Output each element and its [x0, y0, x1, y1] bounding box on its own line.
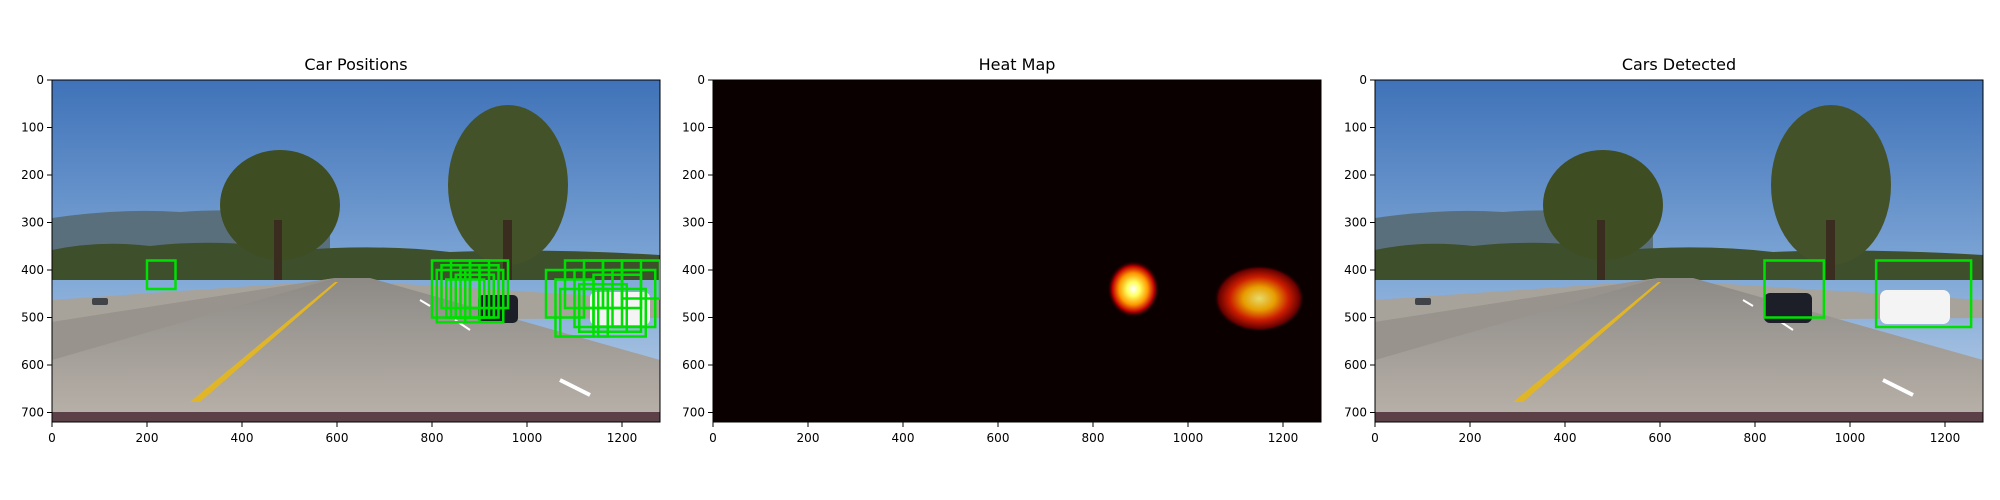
y-tick-label: 600 [21, 358, 44, 372]
y-tick-label: 600 [682, 358, 705, 372]
x-tick-label: 600 [1649, 431, 1672, 445]
y-tick-label: 500 [21, 311, 44, 325]
x-tick-label: 200 [1459, 431, 1482, 445]
x-tick-label: 1200 [1930, 431, 1961, 445]
y-axis: 0 100 200 300 400 500 600 700 [682, 73, 713, 420]
y-tick-label: 0 [1359, 73, 1367, 87]
x-tick-label: 600 [987, 431, 1010, 445]
y-tick-label: 400 [21, 263, 44, 277]
y-tick-label: 200 [21, 168, 44, 182]
detection-window [468, 259, 510, 310]
x-tick-label: 800 [1082, 431, 1105, 445]
panel-title: Heat Map [979, 55, 1056, 74]
y-tick-label: 500 [682, 311, 705, 325]
y-tick-label: 700 [21, 406, 44, 420]
detection-window [145, 259, 177, 291]
y-tick-label: 200 [682, 168, 705, 182]
panel-cars-detected: Cars Detected 0 200 400 600 800 1000 1200 0 100… [1344, 55, 1984, 445]
x-tick-label: 1000 [1835, 431, 1866, 445]
road-photo [52, 80, 660, 422]
x-tick-label: 1200 [607, 431, 638, 445]
detection-window [445, 278, 486, 319]
x-tick-label: 0 [1371, 431, 1379, 445]
y-tick-label: 0 [697, 73, 705, 87]
y-tick-label: 300 [1344, 216, 1367, 230]
y-tick-label: 200 [1344, 168, 1367, 182]
y-tick-label: 700 [1344, 406, 1367, 420]
y-tick-label: 400 [1344, 263, 1367, 277]
panel-title: Car Positions [304, 55, 407, 74]
x-axis: 0 200 400 600 800 1000 1200 [48, 422, 637, 445]
y-tick-label: 700 [682, 406, 705, 420]
detection-window [435, 268, 481, 324]
x-tick-label: 0 [48, 431, 56, 445]
x-tick-label: 1000 [512, 431, 543, 445]
y-tick-label: 600 [1344, 358, 1367, 372]
y-axis: 0 100 200 300 400 500 600 700 [1344, 73, 1375, 420]
car-box [1763, 259, 1826, 319]
car-bounding-boxes [1763, 259, 1973, 329]
y-tick-label: 300 [21, 216, 44, 230]
y-tick-label: 100 [1344, 121, 1367, 135]
detection-window [559, 287, 609, 338]
x-tick-label: 0 [709, 431, 717, 445]
x-tick-label: 400 [1554, 431, 1577, 445]
x-tick-label: 800 [421, 431, 444, 445]
x-tick-label: 400 [231, 431, 254, 445]
y-tick-label: 100 [682, 121, 705, 135]
x-tick-label: 1200 [1268, 431, 1299, 445]
y-tick-label: 0 [36, 73, 44, 87]
x-axis: 0 200 400 600 800 1000 1200 [1371, 422, 1960, 445]
panel-title: Cars Detected [1622, 55, 1736, 74]
y-tick-label: 400 [682, 263, 705, 277]
x-tick-label: 400 [892, 431, 915, 445]
detection-windows [145, 259, 660, 338]
x-tick-label: 600 [326, 431, 349, 445]
detection-window [597, 287, 647, 338]
road-photo [1375, 80, 1983, 422]
heat-region [1214, 265, 1305, 332]
y-tick-label: 300 [682, 216, 705, 230]
x-tick-label: 200 [136, 431, 159, 445]
y-axis: 0 100 200 300 400 500 600 700 [21, 73, 52, 420]
y-tick-label: 500 [1344, 311, 1367, 325]
panel-car-positions: Car Positions [21, 55, 661, 445]
heat-region [1107, 260, 1160, 318]
x-tick-label: 1000 [1173, 431, 1204, 445]
heatmap-image [713, 80, 1321, 422]
detection-window [620, 259, 660, 300]
detection-window [578, 283, 628, 333]
panel-heat-map: Heat Map 0 200 400 600 800 1000 1200 0 100 200 30… [682, 55, 1322, 445]
detection-window [464, 268, 505, 324]
y-tick-label: 100 [21, 121, 44, 135]
car-box [1874, 259, 1973, 329]
x-tick-label: 200 [797, 431, 820, 445]
x-tick-label: 800 [1744, 431, 1767, 445]
x-axis: 0 200 400 600 800 1000 1200 [709, 422, 1298, 445]
